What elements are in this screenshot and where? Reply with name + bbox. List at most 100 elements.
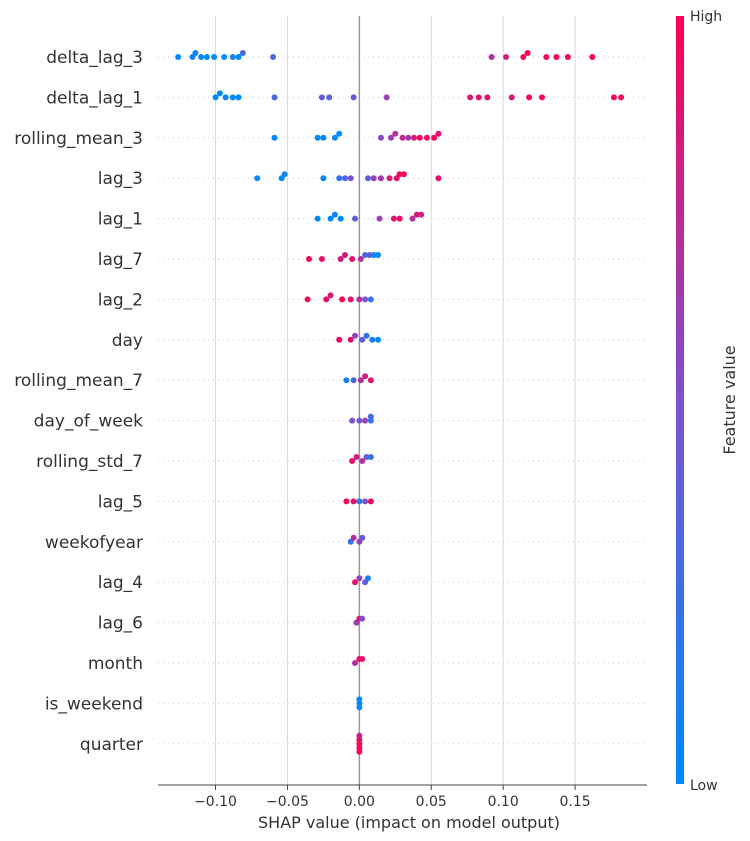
shap-point <box>383 94 390 101</box>
colorbar-high-label: High <box>690 9 722 25</box>
shap-point <box>271 134 278 141</box>
feature-row: lag_7 <box>98 250 647 270</box>
colorbar-title: Feature value <box>720 345 739 454</box>
shap-point <box>352 332 359 339</box>
shap-point <box>367 454 374 460</box>
shap-point <box>320 175 327 182</box>
shap-point <box>175 54 182 60</box>
shap-point <box>367 296 374 303</box>
shap-point <box>399 134 406 141</box>
shap-point <box>352 660 359 666</box>
shap-point <box>318 94 325 101</box>
shap-point <box>369 336 376 343</box>
feature-row: day <box>112 331 647 351</box>
shap-point <box>356 704 363 711</box>
feature-row: lag_4 <box>98 573 647 593</box>
shap-point <box>387 134 394 141</box>
shap-point <box>370 175 377 182</box>
colorbar: High Low Feature value <box>676 9 739 794</box>
shap-point <box>270 54 277 60</box>
shap-point <box>314 215 321 222</box>
shap-point <box>359 336 366 343</box>
x-tick-label: 0.05 <box>416 794 447 810</box>
shap-point <box>350 498 357 505</box>
feature-label: delta_lag_3 <box>46 48 143 68</box>
shap-point <box>610 94 617 101</box>
shap-point <box>376 215 383 222</box>
shap-point <box>356 417 363 424</box>
shap-point <box>203 54 210 60</box>
shap-point <box>350 94 357 101</box>
feature-label: day_of_week <box>34 412 143 432</box>
shap-point <box>349 417 356 424</box>
shap-point <box>377 175 384 182</box>
shap-point <box>235 94 242 101</box>
shap-point <box>363 332 370 339</box>
shap-point <box>198 54 205 60</box>
shap-point <box>392 130 399 137</box>
feature-row: lag_6 <box>98 614 647 634</box>
shap-point <box>411 134 418 141</box>
feature-row: day_of_week <box>34 412 647 432</box>
feature-label: lag_4 <box>98 573 143 593</box>
shap-point <box>341 252 348 258</box>
shap-point <box>314 134 321 141</box>
shap-point <box>367 413 374 420</box>
shap-point <box>347 336 354 343</box>
feature-row: delta_lag_3 <box>46 48 647 68</box>
shap-point <box>359 458 366 464</box>
feature-label: lag_3 <box>98 169 143 189</box>
x-tick-label: 0.00 <box>344 794 375 810</box>
shap-point <box>375 336 382 343</box>
shap-point <box>418 211 425 218</box>
shap-point <box>331 211 338 218</box>
shap-point <box>254 175 261 182</box>
feature-row: month <box>88 654 647 674</box>
shap-point <box>356 296 363 303</box>
feature-row: rolling_mean_3 <box>14 129 647 149</box>
shap-point <box>281 171 288 178</box>
feature-row: lag_2 <box>98 290 647 310</box>
shap-point <box>366 252 373 258</box>
shap-point <box>229 54 236 60</box>
feature-row: lag_1 <box>98 210 647 230</box>
shap-point <box>363 454 370 460</box>
shap-point <box>390 215 397 222</box>
shap-point <box>362 252 369 258</box>
feature-label: lag_1 <box>98 210 143 230</box>
shap-point <box>327 292 334 299</box>
shap-point <box>336 336 343 343</box>
shap-point <box>320 134 327 141</box>
shap-point <box>337 256 344 262</box>
shap-point <box>222 94 229 101</box>
shap-point <box>356 575 363 582</box>
feature-label: lag_5 <box>98 492 143 512</box>
shap-point <box>526 94 533 101</box>
shap-point <box>352 215 359 222</box>
feature-rows: delta_lag_3 delta_lag_1 rolling_mean_3 lag_… <box>14 48 647 755</box>
shap-point <box>364 575 371 582</box>
shap-point <box>337 215 344 222</box>
feature-row: lag_3 <box>98 169 647 189</box>
feature-row: is_weekend <box>45 694 647 714</box>
shap-point <box>435 175 442 182</box>
shap-point <box>508 94 515 101</box>
shap-point <box>396 171 403 178</box>
x-tick-label: −0.05 <box>266 794 309 810</box>
shap-point <box>347 296 354 303</box>
feature-label: lag_6 <box>98 614 143 634</box>
shap-point <box>367 498 374 505</box>
shap-point <box>353 454 360 460</box>
shap-point <box>543 54 550 60</box>
feature-row: rolling_mean_7 <box>14 371 647 391</box>
feature-label: is_weekend <box>45 694 143 714</box>
shap-point <box>370 252 377 258</box>
feature-row: rolling_std_7 <box>36 452 647 472</box>
feature-label: lag_7 <box>98 250 143 270</box>
shap-point <box>211 54 218 60</box>
feature-label: delta_lag_1 <box>46 88 143 108</box>
shap-point <box>239 50 246 56</box>
x-tick-label: 0.15 <box>560 794 591 810</box>
shap-point <box>349 256 356 262</box>
